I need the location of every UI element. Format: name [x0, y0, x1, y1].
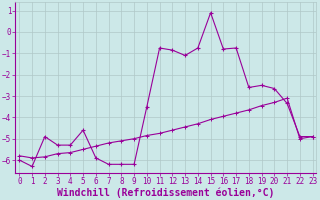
X-axis label: Windchill (Refroidissement éolien,°C): Windchill (Refroidissement éolien,°C)	[57, 187, 275, 198]
